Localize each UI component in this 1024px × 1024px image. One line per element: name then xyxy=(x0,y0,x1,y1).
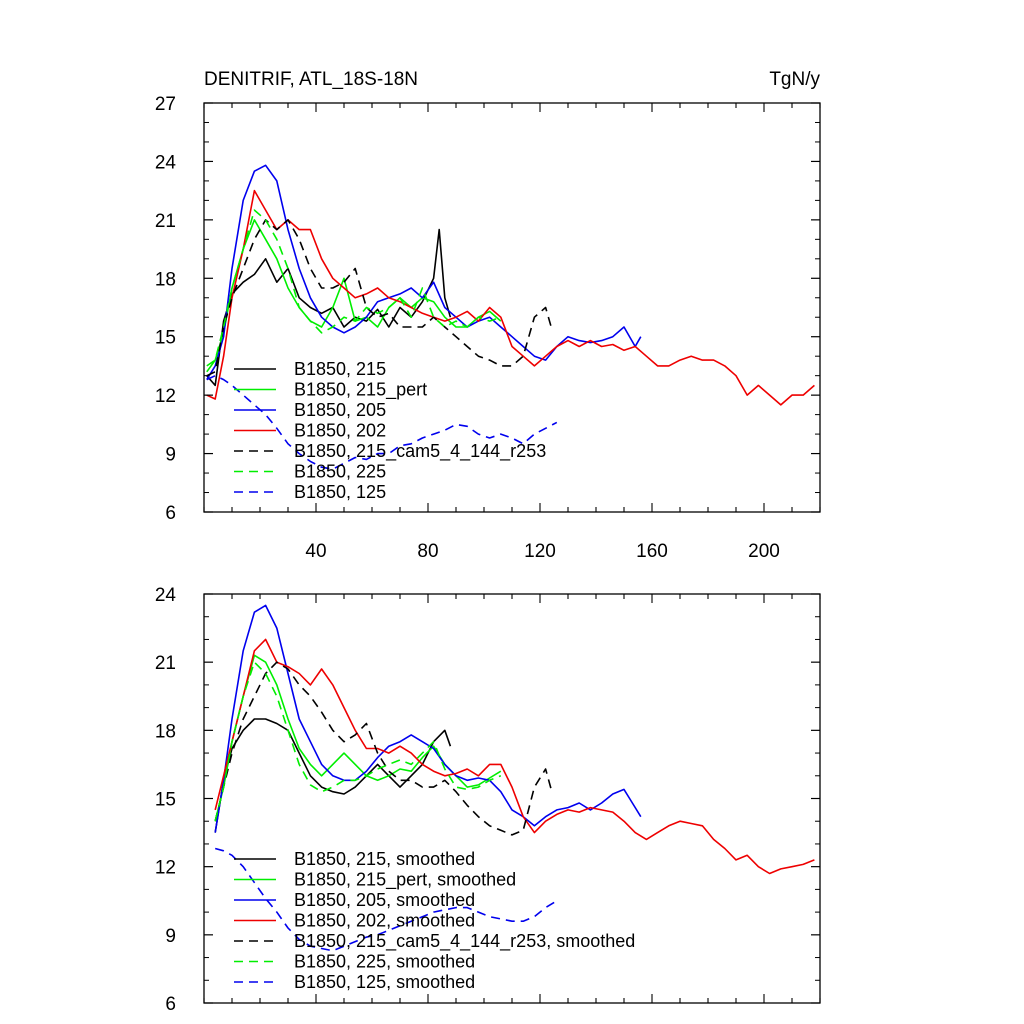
legend-entry-3: B1850, 202 xyxy=(294,421,386,441)
legend-entry-2: B1850, 205, smoothed xyxy=(294,890,475,910)
chart-units: TgN/y xyxy=(769,69,820,90)
y-tick-label: 27 xyxy=(155,94,176,115)
y-tick-label: 12 xyxy=(155,386,176,407)
series-line-5 xyxy=(214,661,502,822)
series-group xyxy=(206,164,815,470)
y-tick-label: 12 xyxy=(155,858,176,879)
series-line-2 xyxy=(214,604,642,833)
series-line-3 xyxy=(206,189,815,406)
x-tick-label: 40 xyxy=(305,541,326,562)
legend-entry-5: B1850, 225 xyxy=(294,462,386,482)
series-line-4 xyxy=(214,661,552,836)
series-group xyxy=(214,604,815,952)
y-tick-label: 24 xyxy=(155,152,177,173)
x-tick-label: 200 xyxy=(748,541,780,562)
x-tick-label: 160 xyxy=(636,541,668,562)
series-line-6 xyxy=(206,374,558,470)
y-tick-label: 15 xyxy=(155,790,176,811)
y-tick-label: 15 xyxy=(155,328,176,349)
top-panel: 6 9 12 15 18 21 24 27 40 80 120 160 200 DENITRIF, ATL… xyxy=(155,69,821,562)
legend-entry-2: B1850, 205 xyxy=(294,400,386,420)
legend-entry-1: B1850, 215_pert xyxy=(294,380,427,401)
legend-entry-6: B1850, 125, smoothed xyxy=(294,972,475,992)
y-tick-label: 21 xyxy=(155,653,176,674)
y-tick-label: 6 xyxy=(165,503,176,524)
legend-entry-6: B1850, 125 xyxy=(294,482,386,502)
series-line-5 xyxy=(206,209,502,367)
y-tick-label: 9 xyxy=(165,445,176,466)
series-line-2 xyxy=(206,164,642,381)
x-tick-label: 120 xyxy=(524,541,556,562)
series-line-0 xyxy=(214,718,452,833)
y-tick-label: 18 xyxy=(155,721,176,742)
legend-entry-3: B1850, 202, smoothed xyxy=(294,911,475,931)
chart-title: DENITRIF, ATL_18S-18N xyxy=(204,69,418,90)
y-tick-label: 18 xyxy=(155,269,176,290)
legend-entry-4: B1850, 215_cam5_4_144_r253, smoothed xyxy=(294,931,635,952)
x-tick-label: 80 xyxy=(417,541,438,562)
series-line-4 xyxy=(206,219,552,377)
legend-entry-4: B1850, 215_cam5_4_144_r253 xyxy=(294,441,546,462)
legend-entry-0: B1850, 215, smoothed xyxy=(294,849,475,869)
legend-entry-0: B1850, 215 xyxy=(294,359,386,379)
y-tick-label: 9 xyxy=(165,926,176,947)
legend-entry-5: B1850, 225, smoothed xyxy=(294,952,475,972)
legend-entry-1: B1850, 215_pert, smoothed xyxy=(294,870,516,891)
series-line-3 xyxy=(214,638,815,875)
y-tick-label: 24 xyxy=(155,585,177,606)
y-tick-label: 6 xyxy=(165,994,176,1015)
y-tick-label: 21 xyxy=(155,211,176,232)
series-line-1 xyxy=(206,219,502,373)
